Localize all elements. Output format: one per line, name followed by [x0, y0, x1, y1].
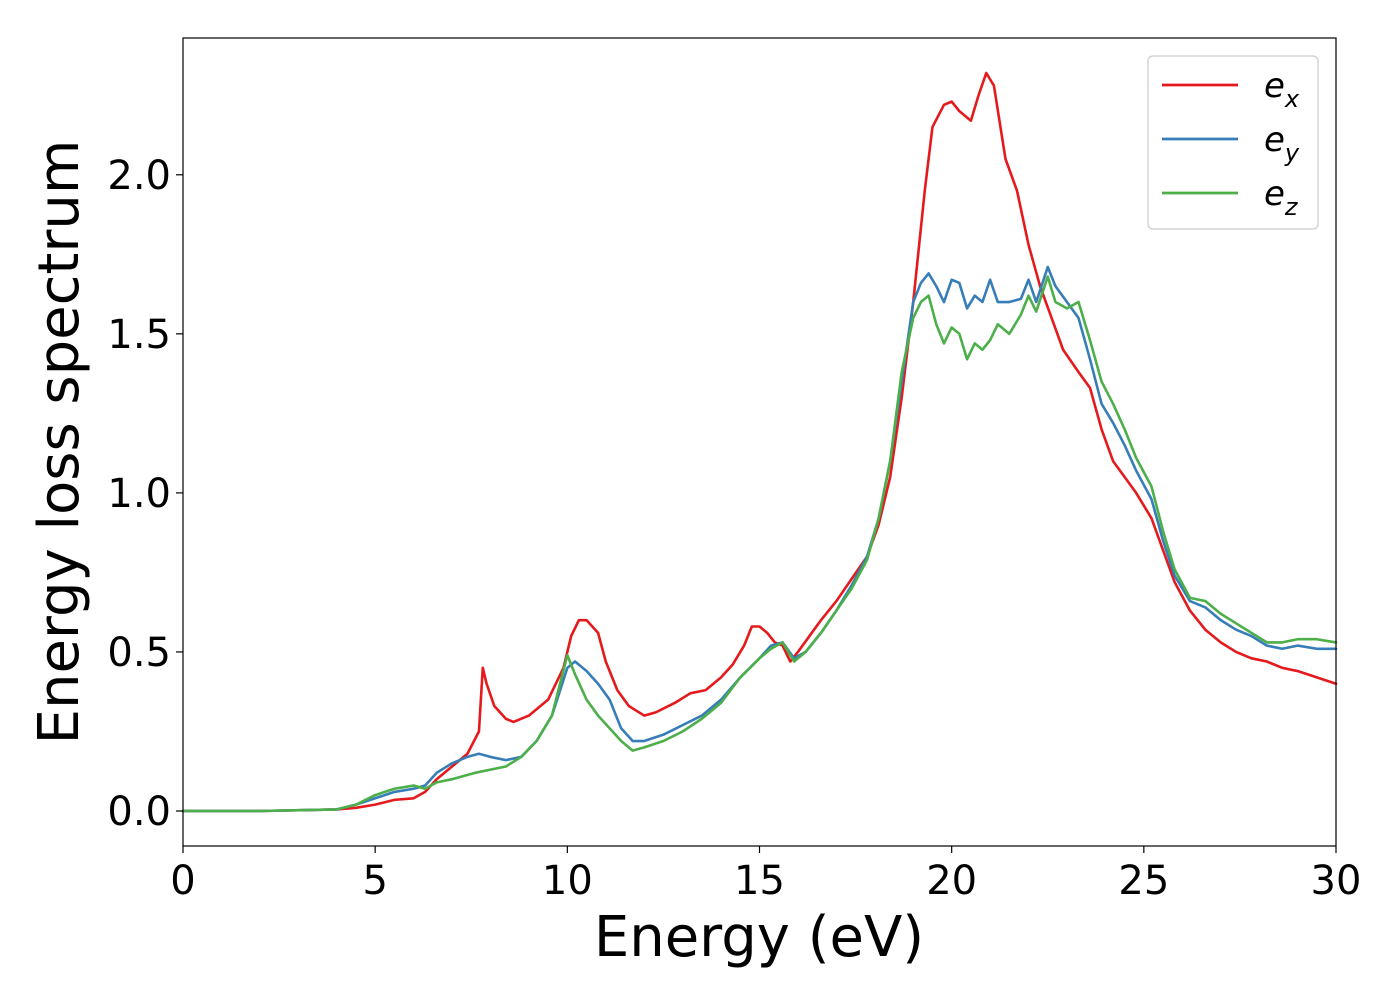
x-axis: 0 5 10 15 20 25 30 — [170, 846, 1361, 904]
x-tick-label: 15 — [734, 858, 785, 904]
y-tick-label: 1.0 — [107, 471, 171, 517]
y-axis: 0.0 0.5 1.0 1.5 2.0 — [107, 153, 183, 835]
x-tick-label: 25 — [1118, 858, 1169, 904]
x-tick-label: 30 — [1311, 858, 1362, 904]
y-tick-label: 2.0 — [107, 153, 171, 199]
x-tick-label: 0 — [170, 858, 195, 904]
plot-area — [183, 38, 1336, 846]
x-axis-label: Energy (eV) — [594, 905, 924, 970]
y-tick-label: 0.0 — [107, 789, 171, 835]
x-tick-label: 5 — [362, 858, 387, 904]
y-tick-label: 1.5 — [107, 312, 171, 358]
series-layer — [181, 71, 1338, 813]
series-line-ex — [181, 71, 1338, 813]
x-tick-label: 20 — [926, 858, 977, 904]
legend-box — [1147, 55, 1319, 230]
y-tick-label: 0.5 — [107, 630, 171, 676]
y-axis-label: Energy loss spectrum — [27, 140, 92, 745]
x-tick-label: 10 — [542, 858, 593, 904]
series-line-ez — [181, 275, 1338, 813]
